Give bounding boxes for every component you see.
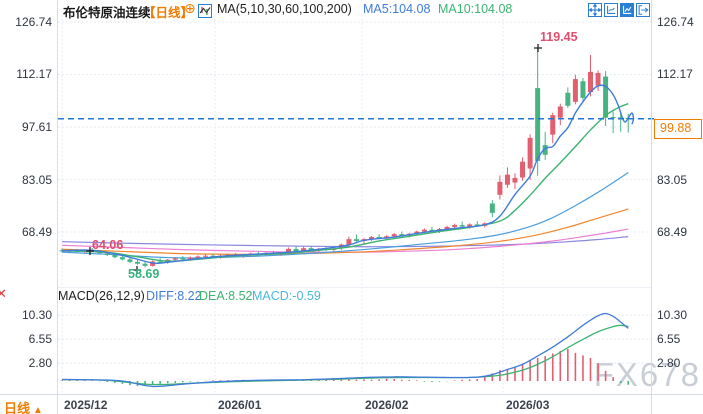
period-tag[interactable]: 【日线】 [143, 6, 194, 20]
macd-close-icon[interactable]: ✕ [0, 286, 7, 301]
period-low-annotation: 58.69 [128, 267, 160, 281]
time-axis-label: 2026/01 [218, 398, 262, 412]
ma10-value-label: MA10:104.08 [438, 2, 513, 16]
time-axis-label: 2026/03 [506, 398, 550, 412]
macd-axis-label: 6.55 [28, 332, 52, 346]
current-price-box: 99.88 [654, 119, 702, 139]
macd-axis-label: 2.80 [657, 356, 681, 370]
price-axis-label: 97.61 [21, 120, 52, 134]
price-axis-label: 126.74 [15, 15, 52, 29]
period-high-annotation: 119.45 [540, 30, 578, 44]
price-axis-label: 126.74 [657, 15, 694, 29]
price-axis-label: 68.49 [21, 225, 52, 239]
annotation-marker [86, 247, 94, 255]
symbol-title: 布伦特原油连续 [63, 6, 151, 20]
ma60-line [61, 208, 629, 255]
kline-glyph [198, 3, 212, 18]
ma30-line [61, 171, 629, 259]
macd-axis-label: 6.55 [657, 332, 681, 346]
swing-high-annotation: 64.06 [92, 238, 124, 252]
annotation-marker [133, 266, 141, 274]
annotation-marker [534, 44, 542, 52]
ma5-line [61, 84, 635, 265]
ma200-line [61, 236, 629, 248]
kline-style-mini-icon[interactable] [198, 3, 212, 18]
macd-axis-label: 10.30 [657, 308, 688, 322]
dea-value-label: DEA:8.52 [199, 289, 253, 303]
chart-toolbar [588, 3, 650, 17]
watermark: FX678 [593, 356, 701, 393]
time-axis-label: 2026/02 [365, 398, 409, 412]
ma5-value-label: MA5:104.08 [363, 2, 431, 16]
macd-value-label: MACD:-0.59 [252, 289, 321, 303]
diff-line [61, 312, 629, 388]
candles-group [59, 48, 631, 268]
ma100-line [61, 228, 629, 253]
diff-value-label: DIFF:8.22 [146, 289, 202, 303]
macd-axis-label: 2.80 [28, 356, 52, 370]
ma10-line [61, 102, 629, 262]
axis-scale-icon[interactable] [604, 3, 618, 17]
macd-histogram [61, 349, 630, 387]
triangle-up-icon: ▲ [33, 405, 43, 414]
period-selector-label: 日线 [4, 401, 31, 414]
price-axis-label: 112.17 [657, 67, 693, 81]
kline-style-icon[interactable] [620, 3, 634, 17]
time-axis-label: 2025/12 [64, 398, 108, 412]
price-axis-label: 83.05 [21, 173, 52, 187]
dea-line [61, 324, 629, 386]
pan-icon[interactable] [588, 3, 602, 17]
collapse-right-icon[interactable] [636, 3, 650, 17]
macd-axis-label: 10.30 [21, 308, 52, 322]
period-selector[interactable]: 日线 ▲ [4, 398, 43, 414]
add-indicator-icon[interactable]: ⊕ [184, 0, 196, 16]
macd-formula-label: MACD(26,12,9) [58, 289, 145, 303]
ma-formula-label: MA(5,10,30,60,100,200) [217, 2, 352, 16]
current-price-value: 99.88 [660, 121, 692, 135]
price-axis-label: 83.05 [657, 173, 688, 187]
price-axis-label: 112.17 [16, 67, 52, 81]
price-axis-label: 68.49 [657, 225, 688, 239]
